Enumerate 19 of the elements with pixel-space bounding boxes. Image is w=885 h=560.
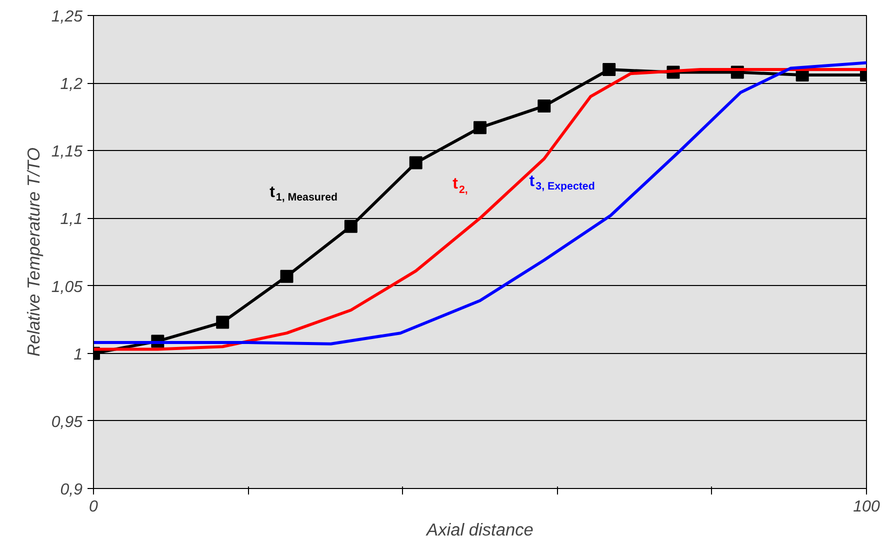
point xyxy=(602,63,616,76)
point xyxy=(474,121,486,134)
y-tick-label: 0,9 xyxy=(60,482,83,498)
point xyxy=(409,156,422,170)
y-tick-label: 1 xyxy=(74,346,83,364)
x-tick-label: 100 xyxy=(853,498,880,516)
x-tick-label: 0 xyxy=(89,498,98,516)
point xyxy=(280,270,294,283)
point xyxy=(344,220,358,233)
x-axis-title: Axial distance xyxy=(426,520,534,540)
y-tick-label: 1,25 xyxy=(51,8,83,26)
y-tick-label: 1,1 xyxy=(60,211,83,228)
point xyxy=(538,100,551,113)
y-tick-label: 0,95 xyxy=(51,414,83,431)
y-tick-label: 1,2 xyxy=(60,76,83,94)
y-axis-title: Relative Temperature T/TO xyxy=(23,147,44,356)
y-tick-label: 1,05 xyxy=(51,278,83,296)
y-tick-label: 1,15 xyxy=(51,144,83,161)
point xyxy=(216,316,230,329)
